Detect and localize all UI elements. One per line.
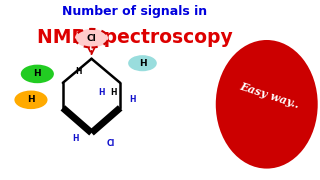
Text: Number of signals in: Number of signals in [62, 5, 207, 18]
Text: Easy way..: Easy way.. [239, 80, 301, 110]
Text: H: H [98, 88, 104, 97]
Text: H: H [27, 95, 35, 104]
Text: H: H [110, 88, 117, 97]
Text: Cl: Cl [107, 139, 115, 148]
Circle shape [14, 91, 48, 109]
Text: NMR spectroscopy: NMR spectroscopy [36, 28, 232, 47]
Circle shape [21, 65, 54, 83]
Ellipse shape [216, 40, 318, 169]
Text: Cl: Cl [87, 34, 96, 43]
Text: H: H [34, 69, 41, 78]
Text: H: H [72, 134, 79, 143]
Circle shape [75, 29, 108, 48]
Text: H: H [76, 67, 82, 76]
Text: H: H [130, 95, 136, 104]
Text: H: H [139, 59, 146, 68]
Circle shape [128, 55, 157, 71]
